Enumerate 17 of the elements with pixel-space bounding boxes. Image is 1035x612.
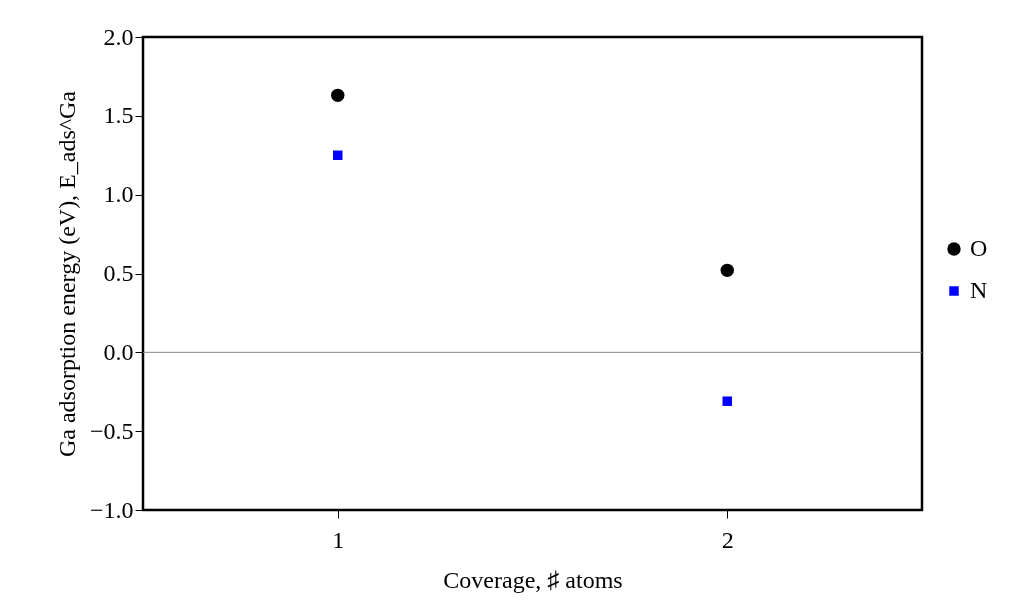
y-tick-label: 0.5	[103, 260, 134, 286]
y-tick-label: −1.0	[89, 496, 134, 523]
y-tick-label: 0.0	[103, 338, 134, 365]
legend-label: N	[970, 277, 988, 303]
y-tick-label: −0.5	[89, 417, 134, 444]
point	[720, 263, 734, 278]
y-tick-label: 1.5	[103, 102, 134, 129]
x-axis-title: Coverage, ♯ atoms	[443, 566, 623, 593]
point	[333, 150, 343, 160]
legend-label: O	[970, 235, 988, 261]
x-tick-label: 2	[721, 526, 734, 553]
y-axis-title: Ga adsorption energy (eV), E_ads^Ga	[53, 90, 80, 458]
y-tick-label: 1.0	[103, 181, 134, 208]
y-tick-label: 2.0	[103, 23, 134, 50]
point	[722, 396, 732, 406]
x-tick-label: 1	[332, 526, 345, 553]
point	[331, 88, 345, 103]
